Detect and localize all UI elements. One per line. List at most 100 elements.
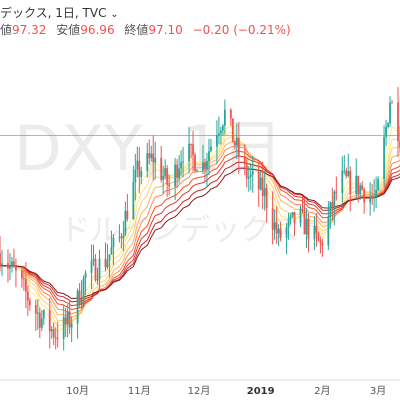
candle-body	[263, 188, 266, 197]
candle-body	[363, 189, 366, 203]
symbol-line[interactable]: デックス, 1日, TVC ⌄	[0, 4, 119, 21]
candle-body	[371, 196, 374, 198]
candle-body	[134, 169, 137, 183]
candle-body	[369, 196, 372, 203]
candle-body	[11, 261, 13, 266]
candle-body	[174, 164, 177, 187]
candle-body	[126, 210, 129, 220]
candle-body	[66, 311, 69, 325]
candle-body	[319, 240, 322, 243]
candle-body	[299, 208, 302, 224]
candle-body	[84, 272, 87, 279]
candle-body	[333, 191, 336, 209]
candle-body	[98, 258, 101, 280]
time-axis[interactable]: 10月 11月 12月 2019 2月 3月	[66, 385, 386, 397]
candle-body	[13, 261, 15, 268]
candle-body	[188, 143, 190, 162]
candle-body	[293, 212, 296, 224]
candle-body	[92, 258, 95, 261]
candle-body	[219, 130, 222, 134]
candle-body	[80, 298, 83, 305]
candle-body	[273, 222, 276, 230]
candle-body	[313, 226, 316, 240]
candle-body	[76, 290, 79, 324]
candle-body	[277, 228, 280, 234]
candle-body	[355, 175, 358, 195]
candle-body	[48, 310, 51, 332]
candle-body	[349, 171, 352, 195]
candle-body	[303, 210, 306, 235]
low-value: 96.96	[80, 23, 115, 37]
candle-body	[7, 263, 9, 269]
candle-body	[251, 171, 254, 175]
candle-body	[259, 177, 262, 190]
candle-body	[38, 312, 41, 328]
close-label: 終値	[124, 23, 149, 37]
candle-body	[122, 235, 125, 239]
candle-body	[387, 123, 389, 128]
candle-body	[237, 137, 240, 157]
watermark-symbol: DXY, 1日	[14, 112, 283, 185]
candle-body	[62, 317, 65, 339]
candle-body	[52, 329, 55, 338]
candle-body	[245, 164, 248, 179]
candle-body	[301, 208, 304, 211]
candle-body	[154, 157, 157, 163]
candle-body	[261, 177, 264, 197]
candle-body	[146, 153, 149, 172]
candle-body	[204, 162, 206, 170]
candle-body	[124, 210, 127, 236]
candle-body	[96, 279, 99, 281]
candle-body	[178, 168, 181, 179]
candle-body	[385, 127, 387, 138]
candle-body	[307, 219, 310, 240]
time-axis-label: 3月	[370, 385, 386, 397]
candle-body	[271, 208, 274, 230]
candle-body	[335, 191, 338, 193]
candle-body	[15, 267, 17, 271]
candle-body	[383, 137, 385, 180]
symbol-title[interactable]: デックス, 1日, TVC	[0, 6, 107, 20]
close-value: 97.10	[148, 23, 183, 37]
candle-body	[42, 310, 45, 319]
candle-body	[70, 323, 73, 328]
chart-header: デックス, 1日, TVC ⌄ 値97.32 安値96.96 終値97.10 −…	[0, 0, 400, 40]
candle-body	[164, 168, 167, 177]
candle-body	[243, 156, 246, 165]
candle-body	[223, 109, 226, 126]
candle-body	[24, 278, 27, 292]
candle-body	[162, 176, 165, 180]
candle-body	[34, 305, 37, 314]
candle-body	[192, 144, 194, 155]
candles	[0, 87, 400, 351]
change-value: −0.20 (−0.21%)	[192, 23, 291, 37]
candle-body	[20, 270, 23, 279]
candle-body	[176, 164, 179, 179]
ohlc-legend: 値97.32 安値96.96 終値97.10 −0.20 (−0.21%)	[0, 21, 297, 38]
candle-body	[315, 226, 318, 234]
candle-body	[150, 153, 153, 159]
candle-body	[285, 227, 288, 238]
candle-body	[108, 254, 111, 261]
candle-body	[166, 168, 169, 185]
candle-body	[208, 151, 210, 162]
candle-body	[50, 329, 53, 332]
candle-body	[218, 133, 220, 136]
candle-body	[279, 228, 282, 238]
candle-body	[168, 184, 171, 187]
candle-body	[210, 146, 212, 152]
candle-body	[275, 222, 278, 234]
candle-body	[68, 311, 71, 328]
high-value: 97.32	[12, 23, 47, 37]
candle-body	[36, 312, 39, 314]
candle-body	[289, 215, 292, 220]
candle-body	[343, 170, 346, 172]
candle-body	[216, 135, 218, 147]
candle-body	[148, 153, 151, 159]
chevron-down-icon[interactable]: ⌄	[110, 9, 119, 20]
candle-body	[64, 317, 67, 325]
low-label: 安値	[56, 23, 81, 37]
candle-body	[118, 236, 121, 238]
candle-body	[138, 160, 141, 177]
